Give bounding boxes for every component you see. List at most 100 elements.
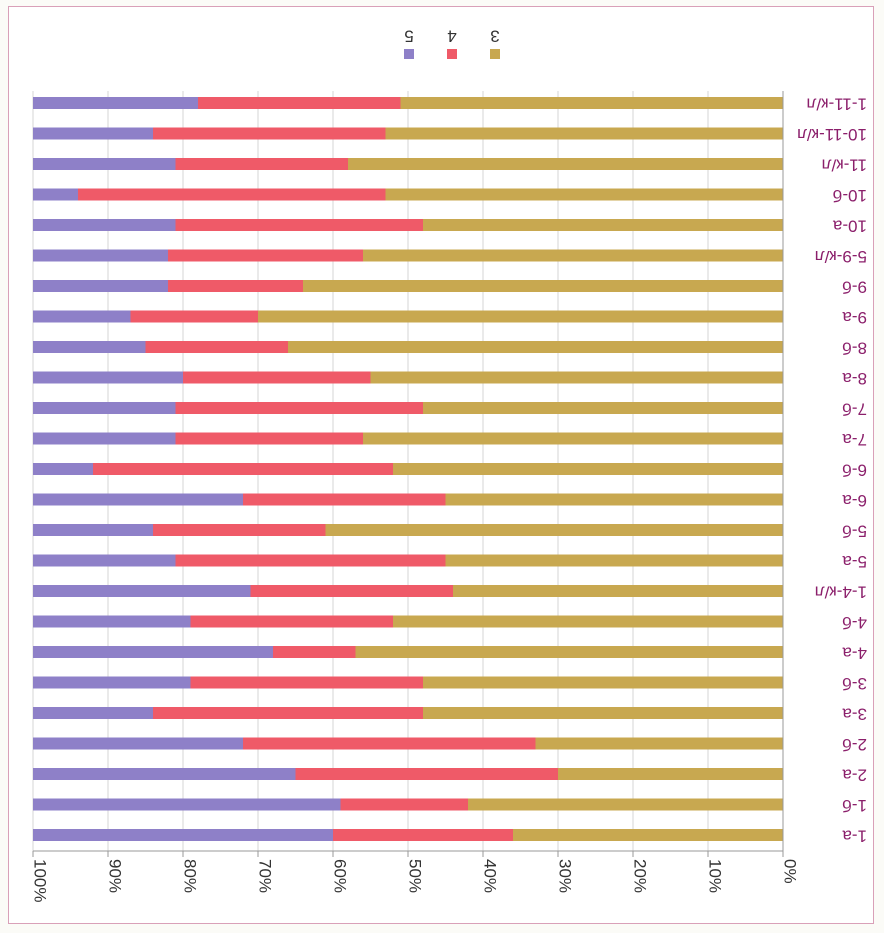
bar-segment-4 — [250, 585, 453, 597]
bar-segment-4 — [190, 676, 423, 689]
category-label: 1-4-к/л — [815, 583, 867, 602]
bar-segment-4 — [273, 646, 356, 658]
category-label: 1-a — [842, 827, 867, 846]
bar-segment-4 — [145, 341, 288, 353]
category-label: 3-a — [842, 705, 867, 724]
bar-segment-5 — [33, 707, 153, 719]
category-label: 8-б — [842, 339, 867, 358]
category-label: 1-11-к/л — [806, 95, 867, 114]
bar-segment-4 — [175, 219, 423, 231]
bar-segment-3 — [363, 432, 783, 445]
bar-segment-3 — [423, 219, 783, 231]
bar-segment-5 — [33, 585, 251, 597]
stacked-bar-chart: 0% 10% 20% 30% 40% 50% 60% 70% 80% 90% 100% 1-a 1-б… — [31, 27, 867, 903]
category-label: 10-a — [832, 217, 867, 236]
legend-swatch — [490, 49, 500, 59]
bar-segment-4 — [175, 554, 446, 567]
legend-swatch — [447, 49, 457, 59]
tick-label: 0% — [781, 859, 800, 884]
bar-segment-3 — [303, 280, 783, 292]
bar-segment-4 — [168, 280, 303, 292]
bar-segment-5 — [33, 371, 183, 384]
bar-segment-3 — [258, 310, 783, 323]
bar-segment-5 — [33, 615, 191, 628]
bar-segment-3 — [325, 524, 783, 536]
tick-label: 30% — [556, 859, 575, 893]
bar-segment-3 — [445, 554, 783, 567]
tick-label: 10% — [706, 859, 725, 893]
bar-segment-5 — [33, 798, 341, 811]
bar-segment-3 — [288, 341, 783, 353]
bar-segment-5 — [33, 646, 273, 658]
bar-segment-5 — [33, 524, 153, 536]
bar-segment-4 — [93, 463, 393, 475]
tick-label: 90% — [106, 859, 125, 893]
bar-segment-4 — [153, 524, 326, 536]
bar-segment-4 — [175, 402, 423, 414]
bar-segment-3 — [385, 127, 783, 140]
bar-segment-4 — [333, 829, 513, 841]
bar-segment-3 — [423, 676, 783, 689]
tick-label: 60% — [331, 859, 350, 893]
category-label: 4-a — [842, 644, 867, 663]
bar-segment-4 — [190, 615, 393, 628]
bar-segment-5 — [33, 432, 176, 445]
bar-segment-4 — [198, 97, 401, 109]
legend-label: 5 — [404, 27, 413, 46]
bar-segment-5 — [33, 493, 243, 506]
bar-segment-4 — [175, 158, 348, 170]
bar-segment-4 — [243, 493, 446, 506]
category-label: 4-б — [842, 613, 867, 632]
bar-segment-4 — [243, 737, 536, 750]
category-label: 8-a — [842, 369, 867, 388]
bar-segment-5 — [33, 127, 153, 140]
legend-label: 3 — [490, 27, 499, 46]
bar-segment-5 — [33, 310, 131, 323]
category-label: 2-б — [842, 735, 867, 754]
legend: 3 4 5 — [404, 27, 500, 59]
category-label: 2-a — [842, 766, 867, 785]
bar-segment-5 — [33, 341, 146, 353]
category-label: 5-a — [842, 552, 867, 571]
category-label: 5-9-к/л — [815, 247, 867, 266]
bar-segment-5 — [33, 463, 93, 475]
tick-label: 50% — [406, 859, 425, 893]
bar-segment-4 — [175, 432, 363, 445]
category-label: 1-б — [842, 796, 867, 815]
category-label: 5-б — [842, 522, 867, 541]
category-label: 7-a — [842, 430, 867, 449]
bar-segment-5 — [33, 554, 176, 567]
bar-segment-3 — [400, 97, 783, 109]
category-label: 6-a — [842, 491, 867, 510]
tick-label: 20% — [631, 859, 650, 893]
bar-segment-3 — [445, 493, 783, 506]
bar-segment-3 — [468, 798, 783, 811]
category-label: 11-к/л — [822, 156, 867, 175]
bar-segment-4 — [295, 768, 558, 780]
bar-segment-5 — [33, 97, 198, 109]
category-label: 7-б — [842, 400, 867, 419]
bar-segment-5 — [33, 188, 78, 201]
axis — [32, 91, 784, 857]
bar-segment-4 — [78, 188, 386, 201]
category-label: 9-б — [842, 278, 867, 297]
bar-segment-5 — [33, 280, 168, 292]
category-label: 10-11-к/л — [797, 125, 867, 144]
bar-segment-4 — [183, 371, 371, 384]
bar-segment-3 — [513, 829, 783, 841]
bar-segment-3 — [355, 646, 783, 658]
bar-segment-3 — [348, 158, 783, 170]
bar-segment-3 — [453, 585, 783, 597]
tick-labels: 0% 10% 20% 30% 40% 50% 60% 70% 80% 90% 100% — [31, 859, 800, 902]
bar-segment-4 — [153, 707, 423, 719]
bar-segment-3 — [423, 402, 783, 414]
bar-segment-3 — [393, 615, 783, 628]
bar-segment-3 — [370, 371, 783, 384]
legend-label: 4 — [447, 27, 456, 46]
category-label: 10-б — [832, 186, 867, 205]
category-label: 9-a — [842, 308, 867, 327]
category-label: 6-б — [842, 461, 867, 480]
bar-segment-5 — [33, 158, 176, 170]
bar-segment-5 — [33, 219, 176, 231]
bar-segment-3 — [385, 188, 783, 201]
